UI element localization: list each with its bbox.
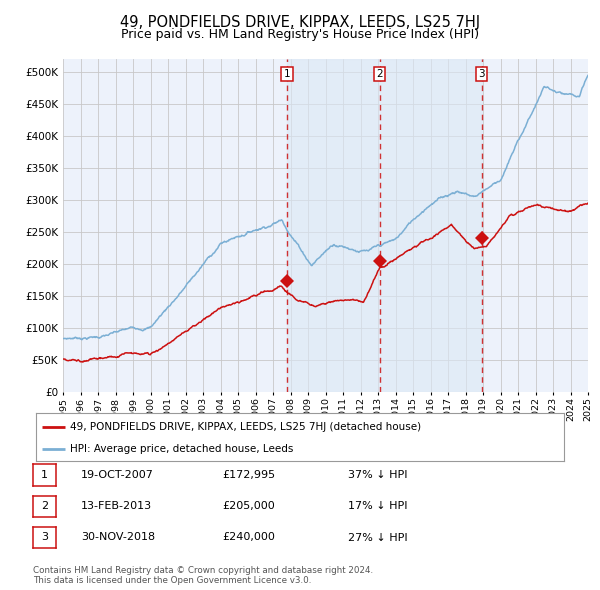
Text: 3: 3 [41,533,48,542]
Text: £240,000: £240,000 [222,533,275,542]
Text: 37% ↓ HPI: 37% ↓ HPI [348,470,407,480]
Text: Contains HM Land Registry data © Crown copyright and database right 2024.
This d: Contains HM Land Registry data © Crown c… [33,566,373,585]
Text: 3: 3 [478,69,485,79]
Text: 27% ↓ HPI: 27% ↓ HPI [348,533,407,542]
Text: 19-OCT-2007: 19-OCT-2007 [81,470,154,480]
Text: 49, PONDFIELDS DRIVE, KIPPAX, LEEDS, LS25 7HJ (detached house): 49, PONDFIELDS DRIVE, KIPPAX, LEEDS, LS2… [70,421,421,431]
Bar [287,59,482,392]
Text: 30-NOV-2018: 30-NOV-2018 [81,533,155,542]
Text: 1: 1 [284,69,290,79]
Text: Price paid vs. HM Land Registry's House Price Index (HPI): Price paid vs. HM Land Registry's House … [121,28,479,41]
Text: 13-FEB-2013: 13-FEB-2013 [81,502,152,511]
Text: 2: 2 [41,502,48,511]
Text: £172,995: £172,995 [222,470,275,480]
Text: 2: 2 [376,69,383,79]
Text: 49, PONDFIELDS DRIVE, KIPPAX, LEEDS, LS25 7HJ: 49, PONDFIELDS DRIVE, KIPPAX, LEEDS, LS2… [120,15,480,30]
Text: HPI: Average price, detached house, Leeds: HPI: Average price, detached house, Leed… [70,444,293,454]
Text: £205,000: £205,000 [222,502,275,511]
Text: 17% ↓ HPI: 17% ↓ HPI [348,502,407,511]
Text: 1: 1 [41,470,48,480]
